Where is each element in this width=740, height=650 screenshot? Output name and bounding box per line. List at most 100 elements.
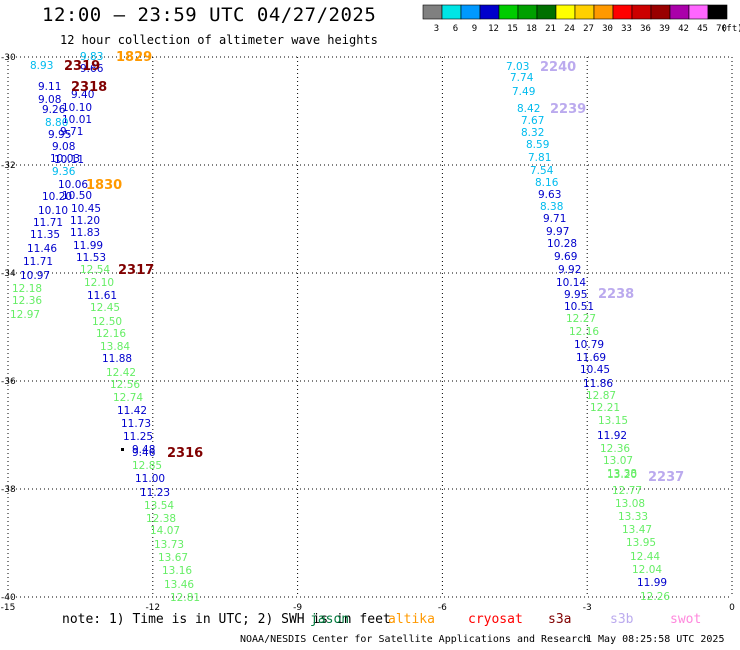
- wave-height-value: 11.83: [70, 227, 100, 239]
- wave-height-value: 8.38: [540, 201, 563, 213]
- wave-height-value: 12.54: [80, 264, 110, 276]
- wave-height-value: 12.36: [600, 443, 630, 455]
- lat-lon-grid: [7, 56, 733, 598]
- wave-height-value: 13.47: [622, 524, 652, 536]
- satellite-legend-s3a: s3a: [548, 612, 572, 627]
- wave-height-value: 8.59: [526, 139, 549, 151]
- wave-height-value: 11.35: [30, 229, 60, 241]
- wave-height-value: 12.50: [92, 316, 122, 328]
- wave-height-value: 12.27: [566, 313, 596, 325]
- wave-height-value: 12.10: [84, 277, 114, 289]
- lat-tick-label: -38: [1, 485, 16, 495]
- wave-height-value: 11.69: [576, 352, 606, 364]
- colorbar-tick-label: 27: [583, 24, 594, 34]
- colorbar-tick-label: 3: [434, 24, 439, 34]
- lon-tick-label: -15: [1, 603, 16, 613]
- colorbar-unit-label: (ft): [721, 24, 740, 34]
- wave-height-value: 9.08: [38, 94, 61, 106]
- wave-height-value: 10.97: [20, 270, 50, 282]
- pass-number-label: 2319: [64, 59, 100, 74]
- wave-height-value: 10.79: [574, 339, 604, 351]
- wave-height-value: 9.26: [42, 104, 66, 116]
- wave-height-value: 13.73: [154, 539, 184, 551]
- wave-height-value: 12.44: [630, 551, 660, 563]
- colorbar-tick-label: 18: [526, 24, 537, 34]
- wave-height-value: 13.08: [615, 498, 645, 510]
- wave-height-value: 9.97: [546, 226, 569, 238]
- wave-height-value: 10.10: [62, 102, 92, 114]
- colorbar-tick-label: 42: [678, 24, 689, 34]
- wave-height-value: 11.53: [76, 252, 106, 264]
- wave-height-value: 8.16: [535, 177, 559, 189]
- wave-height-value: 8.32: [521, 127, 544, 139]
- wave-height-value: 10.01: [62, 114, 92, 126]
- wave-height-value: 13.46: [164, 579, 194, 591]
- wave-height-value: 12.77: [612, 485, 642, 497]
- satellite-legend-swot: swot: [670, 612, 702, 627]
- wave-height-value: 12.18: [12, 283, 42, 295]
- wave-height-value: 12.56: [110, 379, 140, 391]
- pass-number-label: 1830: [86, 178, 122, 193]
- timestamp-text: 1 May 08:25:58 UTC 2025: [586, 634, 725, 645]
- wave-height-value: 13.20: [607, 469, 637, 481]
- colorbar-swatch: [707, 4, 728, 20]
- lon-tick-label: -6: [438, 603, 447, 613]
- wave-height-value: 11.99: [637, 577, 667, 589]
- wave-height-value: 12.97: [10, 309, 40, 321]
- pass-number-label: 2316: [167, 446, 203, 461]
- colorbar-swatch: [650, 4, 671, 20]
- wave-height-value: 9.71: [60, 126, 83, 138]
- wave-height-value: 9.71: [543, 213, 566, 225]
- colorbar-swatch: [593, 4, 614, 20]
- wave-height-value: 10.11: [54, 154, 84, 166]
- wave-height-value: 13.84: [100, 341, 130, 353]
- wave-height-value: 12.45: [90, 302, 120, 314]
- satellite-legend-s3b: s3b: [610, 612, 634, 627]
- colorbar-tick-label: 30: [602, 24, 613, 34]
- wave-height-value: 7.67: [521, 115, 544, 127]
- colorbar-swatch: [460, 4, 481, 20]
- pass-number-label: 2240: [540, 60, 576, 75]
- wave-height-value: 10.06: [58, 179, 88, 191]
- wave-height-value: 13.38: [607, 468, 637, 480]
- colorbar-tick-label: 15: [507, 24, 518, 34]
- colorbar-swatch: [422, 4, 443, 20]
- wave-height-value: 12.16: [569, 326, 599, 338]
- wave-height-value: 9.66: [80, 63, 104, 75]
- wave-height-value: 9.08: [52, 141, 75, 153]
- wave-height-value: 9.95: [564, 289, 587, 301]
- track-markers: [121, 448, 124, 451]
- wave-height-value: 7.49: [512, 86, 535, 98]
- lon-tick-label: -12: [145, 603, 160, 613]
- colorbar-swatch: [517, 4, 538, 20]
- wave-height-value: 11.61: [87, 290, 117, 302]
- colorbar-swatch: [479, 4, 500, 20]
- wave-height-value: 7.81: [528, 152, 551, 164]
- wave-height-value: 12.26: [640, 591, 670, 603]
- wave-height-value: 12.85: [132, 460, 162, 472]
- wave-height-value: 12.36: [12, 295, 42, 307]
- satellite-legend-altika: altika: [388, 612, 435, 627]
- wave-height-value: 13.54: [144, 500, 174, 512]
- wave-height-value: 13.15: [598, 415, 628, 427]
- colorbar-swatch: [631, 4, 652, 20]
- colorbar-tick-label: 9: [472, 24, 477, 34]
- lat-tick-label: -34: [1, 269, 16, 279]
- wave-height-value: 11.42: [117, 405, 147, 417]
- wave-height-value: 11.86: [583, 378, 613, 390]
- wave-height-value: 12.21: [590, 402, 620, 414]
- colorbar-swatch: [669, 4, 690, 20]
- wave-height-value: 14.07: [150, 525, 180, 537]
- pass-number-label: 2238: [598, 287, 634, 302]
- wave-height-value: 11.20: [70, 215, 100, 227]
- wave-height-value: 12.87: [586, 390, 616, 402]
- wave-height-value: 10.51: [564, 301, 594, 313]
- wave-height-value: 10.28: [547, 238, 577, 250]
- wave-height-value: 12.38: [146, 513, 176, 525]
- wave-height-value: 9.92: [558, 264, 581, 276]
- lat-tick-label: -40: [1, 593, 16, 603]
- credit-text: NOAA/NESDIS Center for Satellite Applica…: [240, 634, 590, 645]
- colorbar-swatch: [441, 4, 462, 20]
- colorbar-tick-label: 24: [564, 24, 575, 34]
